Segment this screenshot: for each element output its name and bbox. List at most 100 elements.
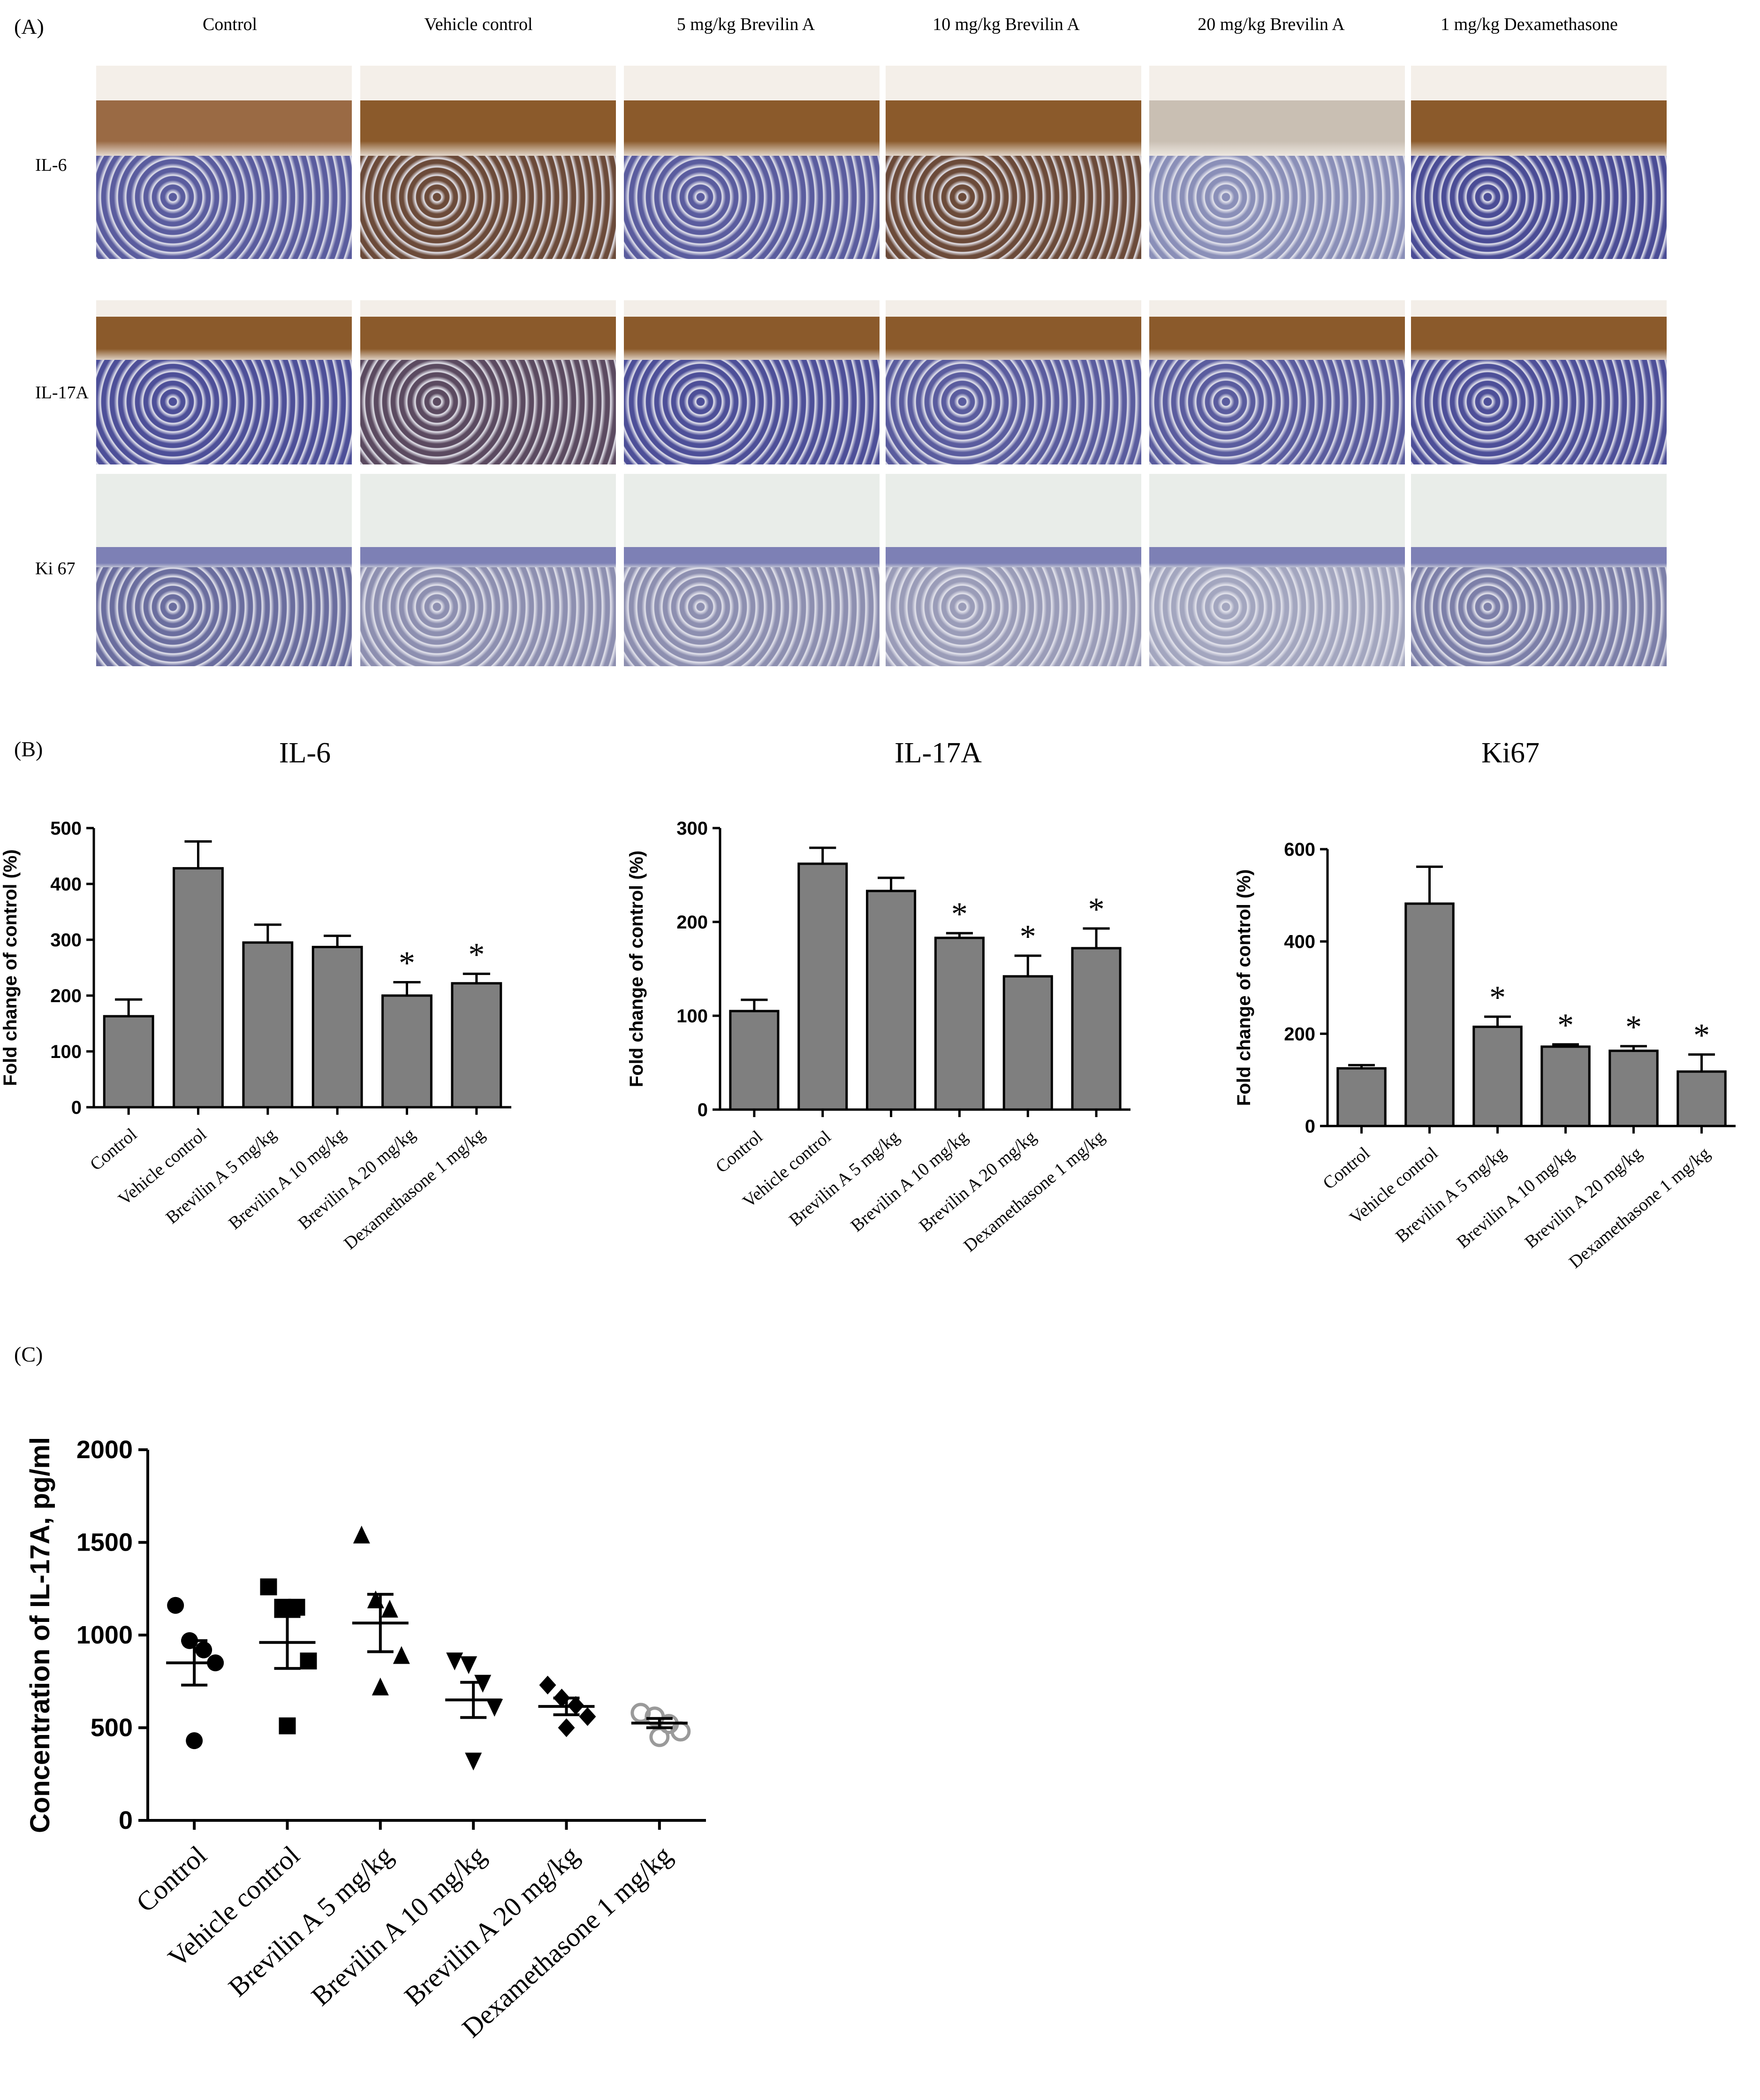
data-point bbox=[167, 1597, 184, 1614]
bar bbox=[173, 867, 224, 1109]
bar bbox=[1071, 947, 1122, 1111]
micrograph-tile bbox=[1411, 66, 1667, 259]
column-label-dexamethasone: 1 mg/kg Dexamethasone bbox=[1441, 15, 1618, 34]
y-tick-label: 100 bbox=[50, 1042, 82, 1062]
micrograph-tile bbox=[96, 66, 352, 259]
data-point bbox=[260, 1578, 277, 1596]
bar-chart-ki67: 0 200 400 600 Fold change of control (%) Cont… bbox=[1234, 839, 1736, 1272]
data-point bbox=[300, 1652, 317, 1670]
data-point bbox=[446, 1652, 463, 1671]
y-tick-label: 2000 bbox=[76, 1436, 133, 1464]
x-tick-label: Brevilin A 20 mg/kg bbox=[1521, 1143, 1646, 1252]
bar bbox=[1002, 975, 1053, 1111]
bar bbox=[1472, 1026, 1523, 1127]
y-tick-label: 200 bbox=[50, 986, 82, 1006]
y-tick-label: 400 bbox=[50, 874, 82, 895]
bar bbox=[1540, 1045, 1591, 1127]
bar bbox=[934, 936, 985, 1111]
micrograph-tile bbox=[96, 300, 352, 464]
y-tick-label: 1500 bbox=[76, 1529, 133, 1557]
y-tick-label: 600 bbox=[1284, 839, 1315, 860]
row-label-ki67: Ki 67 bbox=[35, 559, 76, 578]
data-point bbox=[393, 1646, 410, 1664]
micrograph-tile bbox=[886, 66, 1141, 259]
bar-chart-il17a: 0 100 200 300 Fold change of control (%) Cont… bbox=[626, 818, 1130, 1256]
data-point bbox=[195, 1641, 212, 1659]
micrograph-tile bbox=[1411, 474, 1667, 666]
micrograph-tile bbox=[1149, 300, 1405, 464]
significance-asterisk: * bbox=[951, 896, 968, 932]
y-axis-label: Fold change of control (%) bbox=[0, 849, 21, 1086]
data-point bbox=[279, 1717, 296, 1735]
micrograph-tile bbox=[624, 474, 880, 666]
significance-asterisk: * bbox=[468, 937, 485, 973]
x-tick-label: Brevilin A 20 mg/kg bbox=[915, 1127, 1040, 1236]
column-label-vehicle: Vehicle control bbox=[424, 15, 533, 34]
micrograph-tile bbox=[360, 474, 616, 666]
column-label-brevilin-5: 5 mg/kg Brevilin A bbox=[676, 15, 815, 34]
x-tick-label: Brevilin A 10 mg/kg bbox=[225, 1125, 349, 1233]
bar bbox=[381, 994, 432, 1109]
y-tick-label: 0 bbox=[71, 1097, 82, 1118]
panel-b-label: (B) bbox=[14, 737, 43, 761]
x-tick-label: Brevilin A 10 mg/kg bbox=[305, 1840, 492, 2011]
x-tick-label: Control bbox=[1319, 1143, 1373, 1194]
bar bbox=[242, 941, 294, 1109]
chart-title-il17a: IL-17A bbox=[895, 737, 982, 769]
y-tick-label: 100 bbox=[676, 1006, 708, 1027]
y-axis-label: Fold change of control (%) bbox=[626, 851, 647, 1087]
data-point bbox=[539, 1675, 556, 1695]
y-tick-label: 0 bbox=[119, 1806, 133, 1834]
x-tick-label: Control bbox=[712, 1127, 766, 1177]
bar bbox=[1336, 1067, 1387, 1127]
significance-asterisk: * bbox=[1625, 1009, 1642, 1045]
y-tick-label: 500 bbox=[91, 1714, 133, 1742]
column-label-brevilin-20: 20 mg/kg Brevilin A bbox=[1198, 15, 1345, 34]
micrograph-tile bbox=[96, 474, 352, 666]
bar-chart-il6: 0 100 200 300 400 500 Fold change of control (… bbox=[0, 818, 511, 1254]
significance-asterisk: * bbox=[1088, 891, 1105, 928]
bar bbox=[866, 890, 917, 1111]
panel-a-label: (A) bbox=[14, 15, 44, 38]
bar bbox=[311, 945, 363, 1109]
x-tick-label: Control bbox=[130, 1840, 212, 1918]
micrograph-tile bbox=[1149, 474, 1405, 666]
data-point bbox=[372, 1677, 389, 1696]
bar bbox=[1404, 902, 1455, 1127]
bar bbox=[1608, 1050, 1659, 1127]
bar bbox=[1677, 1070, 1727, 1127]
data-point bbox=[579, 1707, 596, 1726]
micrograph-tile bbox=[624, 300, 880, 464]
bar bbox=[729, 1010, 780, 1111]
y-tick-label: 0 bbox=[1305, 1116, 1315, 1137]
chart-title-ki67: Ki67 bbox=[1481, 737, 1540, 769]
row-label-il17a: IL-17A bbox=[35, 383, 89, 403]
significance-asterisk: * bbox=[1020, 919, 1036, 955]
bar bbox=[103, 1015, 154, 1109]
y-axis-label: Concentration of IL-17A, pg/ml bbox=[25, 1437, 55, 1833]
y-tick-label: 200 bbox=[676, 912, 708, 933]
x-tick-label: Brevilin A 5 mg/kg bbox=[1392, 1143, 1510, 1247]
row-label-il6: IL-6 bbox=[35, 155, 67, 175]
data-point bbox=[460, 1656, 478, 1674]
significance-asterisk: * bbox=[399, 945, 415, 981]
y-axis-label: Fold change of control (%) bbox=[1234, 869, 1254, 1106]
x-tick-label: Brevilin A 20 mg/kg bbox=[295, 1125, 419, 1233]
micrograph-tile bbox=[886, 300, 1141, 464]
data-point bbox=[381, 1599, 398, 1618]
micrograph-tile bbox=[360, 300, 616, 464]
y-tick-label: 300 bbox=[50, 930, 82, 951]
bar bbox=[451, 982, 502, 1109]
data-point bbox=[630, 1703, 651, 1723]
micrograph-tile bbox=[1149, 66, 1405, 259]
data-point bbox=[353, 1525, 370, 1544]
data-point bbox=[288, 1598, 305, 1616]
column-label-control: Control bbox=[202, 15, 258, 34]
micrograph-tile bbox=[886, 474, 1141, 666]
panel-c-label: (C) bbox=[14, 1342, 43, 1366]
x-tick-label: Brevilin A 10 mg/kg bbox=[1453, 1143, 1578, 1252]
y-tick-label: 200 bbox=[1284, 1024, 1315, 1044]
x-tick-label: Brevilin A 10 mg/kg bbox=[847, 1127, 972, 1236]
micrograph-tile bbox=[1411, 300, 1667, 464]
data-point bbox=[558, 1718, 575, 1737]
